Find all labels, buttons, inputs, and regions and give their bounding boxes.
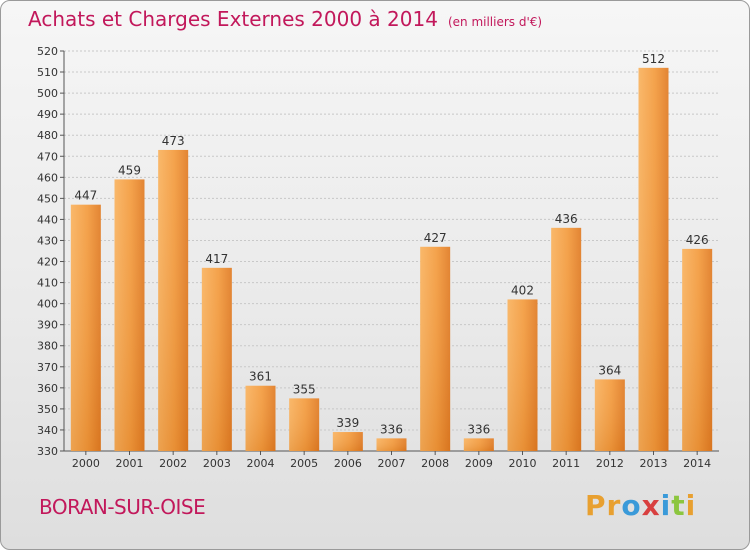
y-tick-label: 500 <box>37 87 58 100</box>
y-tick-label: 520 <box>37 45 58 58</box>
y-tick-label: 430 <box>37 234 58 247</box>
y-tick-label: 410 <box>37 277 58 290</box>
y-tick-label: 400 <box>37 298 58 311</box>
y-tick-label: 470 <box>37 150 58 163</box>
bar-shade <box>201 267 232 451</box>
y-tick-label: 510 <box>37 66 58 79</box>
commune-name: BORAN-SUR-OISE <box>39 495 206 519</box>
bar-shade <box>70 204 101 451</box>
logo-letter: x <box>641 489 661 522</box>
bar-shade <box>245 385 276 451</box>
bar-shade <box>114 179 145 451</box>
proxiti-logo: Proxiti <box>585 489 696 522</box>
bar-shade <box>376 438 407 451</box>
x-tick-label: 2001 <box>116 457 144 470</box>
bar-shade <box>682 248 713 451</box>
x-tick-label: 2006 <box>334 457 362 470</box>
x-tick-label: 2008 <box>421 457 449 470</box>
x-tick-label: 2014 <box>683 457 711 470</box>
x-tick-label: 2012 <box>596 457 624 470</box>
data-label: 512 <box>642 52 665 66</box>
y-tick-label: 460 <box>37 171 58 184</box>
data-label: 339 <box>336 416 359 430</box>
chart-title-text: Achats et Charges Externes 2000 à 2014 <box>28 7 438 31</box>
y-tick-label: 390 <box>37 319 58 332</box>
data-label: 336 <box>380 422 403 436</box>
y-tick-label: 350 <box>37 403 58 416</box>
x-tick-label: 2013 <box>640 457 668 470</box>
logo-letter: P <box>585 489 607 522</box>
y-tick-label: 340 <box>37 424 58 437</box>
data-label: 436 <box>555 212 578 226</box>
x-tick-label: 2000 <box>72 457 100 470</box>
bar-shade <box>420 246 451 451</box>
x-tick-label: 2007 <box>378 457 406 470</box>
x-tick-label: 2003 <box>203 457 231 470</box>
data-label: 361 <box>249 370 272 384</box>
y-tick-label: 490 <box>37 108 58 121</box>
logo-letter: i <box>660 489 672 522</box>
data-label: 355 <box>293 382 316 396</box>
x-tick-label: 2004 <box>247 457 275 470</box>
data-label: 336 <box>467 422 490 436</box>
data-label: 473 <box>162 134 185 148</box>
y-tick-label: 370 <box>37 361 58 374</box>
logo-letter: t <box>671 489 686 522</box>
bar-shade <box>551 227 582 451</box>
data-label: 459 <box>118 163 141 177</box>
y-tick-label: 450 <box>37 192 58 205</box>
y-tick-label: 420 <box>37 256 58 269</box>
y-tick-label: 360 <box>37 382 58 395</box>
bar-shade <box>463 438 494 451</box>
bar-shade <box>158 149 189 451</box>
data-label: 427 <box>424 231 447 245</box>
data-label: 426 <box>686 233 709 247</box>
x-tick-label: 2002 <box>159 457 187 470</box>
y-tick-label: 330 <box>37 445 58 458</box>
y-tick-label: 480 <box>37 129 58 142</box>
x-tick-label: 2009 <box>465 457 493 470</box>
logo-letter: r <box>606 489 622 522</box>
y-tick-label: 380 <box>37 340 58 353</box>
x-tick-label: 2005 <box>290 457 318 470</box>
logo-letter: i <box>685 489 697 522</box>
data-label: 364 <box>598 363 621 377</box>
bar-shade <box>638 67 669 451</box>
data-label: 417 <box>205 252 228 266</box>
chart-subtitle: (en milliers d'€) <box>447 15 543 29</box>
data-label: 447 <box>74 189 97 203</box>
chart-title: Achats et Charges Externes 2000 à 2014 (e… <box>28 7 542 31</box>
bar-shade <box>507 299 538 451</box>
y-tick-label: 440 <box>37 213 58 226</box>
x-tick-label: 2010 <box>509 457 537 470</box>
data-label: 402 <box>511 283 534 297</box>
bar-shade <box>594 379 625 451</box>
x-tick-label: 2011 <box>552 457 580 470</box>
bar-shade <box>289 398 320 451</box>
logo-letter: o <box>621 489 642 522</box>
bar-shade <box>332 432 363 451</box>
